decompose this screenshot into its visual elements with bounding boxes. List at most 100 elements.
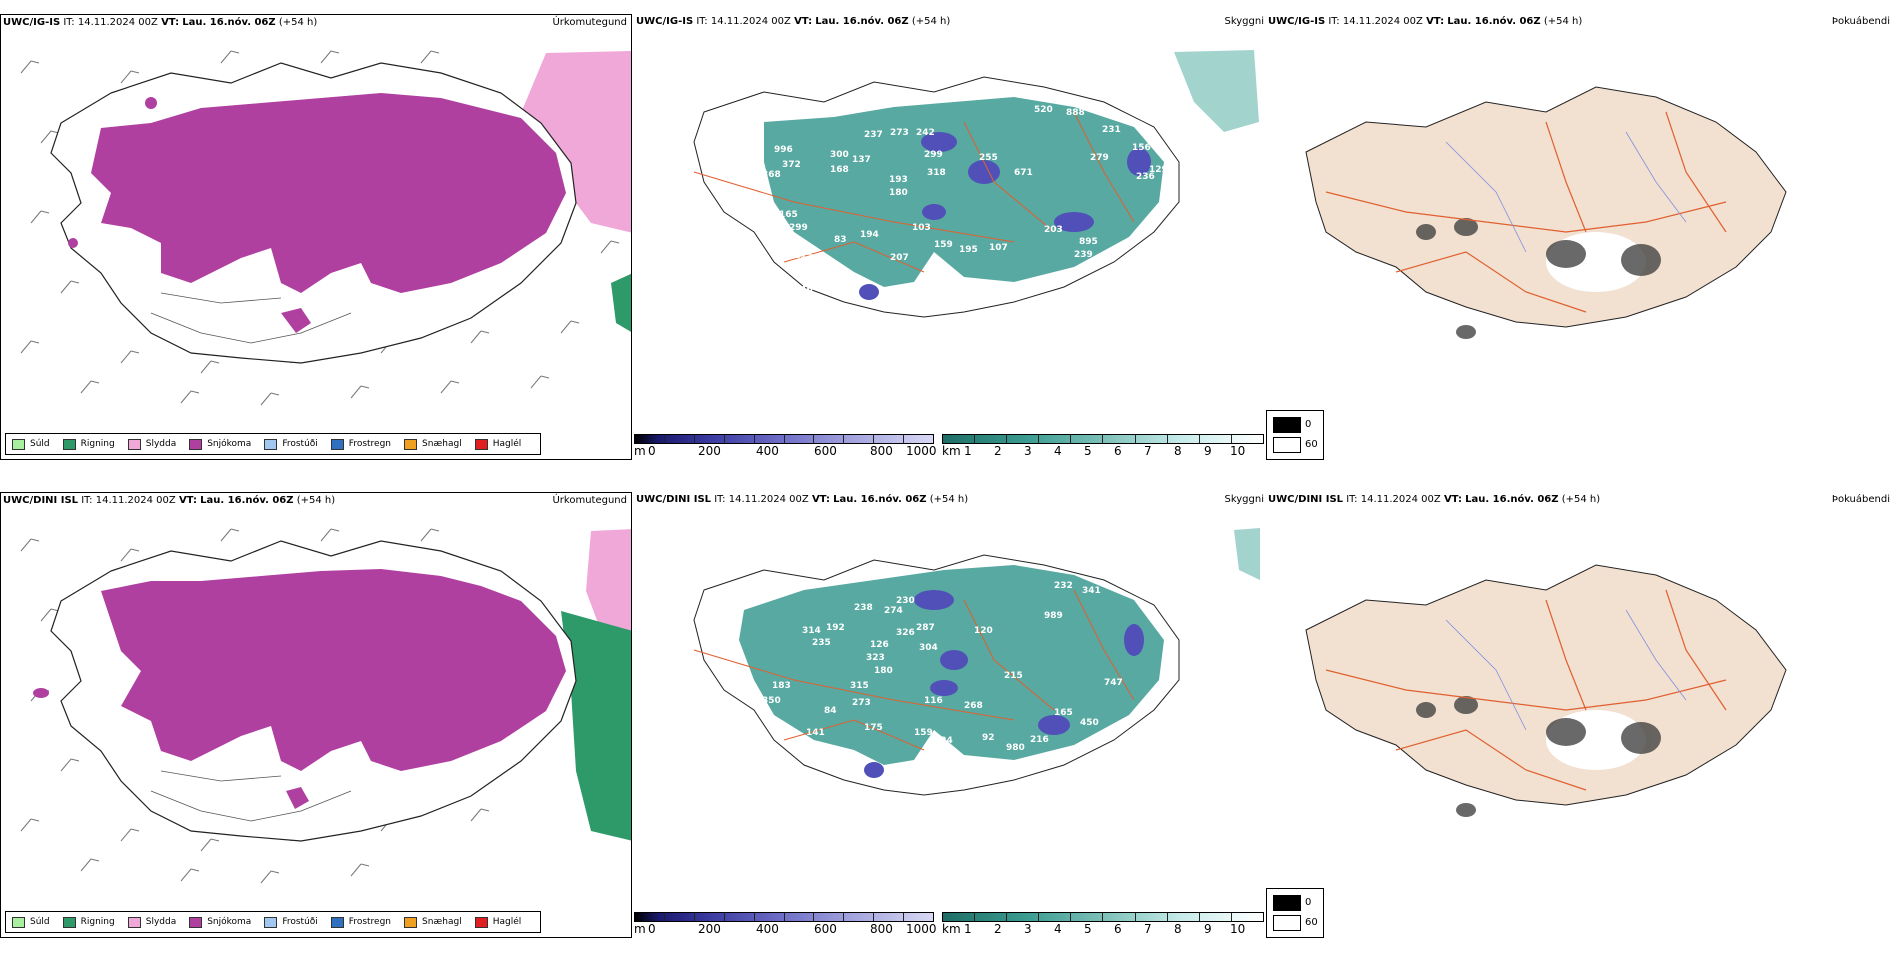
legend-snaehagl: Snæhagl [404,438,462,450]
fog-offshore [1234,528,1260,580]
svg-text:274: 274 [884,606,903,616]
svg-text:116: 116 [924,696,943,706]
height-tick: 400 [756,444,779,458]
visibility-tick: 4 [1054,444,1062,458]
height-tick: 0 [648,444,656,458]
visibility-tick: 7 [1144,444,1152,458]
svg-text:326: 326 [896,628,915,638]
legend-snjokoma: Snjókoma [189,438,251,450]
panel-header: UWC/IG-IS IT: 14.11.2024 00Z VT: Lau. 16… [636,16,951,27]
svg-text:372: 372 [782,160,801,170]
visibility-tick: 6 [1114,444,1122,458]
height-bar [634,434,934,444]
wind-barbs [20,50,620,406]
height-tick: 1000 [906,922,937,936]
svg-text:235: 235 [812,638,831,648]
svg-text:989: 989 [1044,611,1063,621]
legend-frostudi: Frostúði [264,916,318,928]
precip-map [20,50,631,406]
svg-text:224: 224 [934,736,953,746]
panel-header: UWC/IG-IS IT: 14.11.2024 00Z VT: Lau. 16… [3,17,318,28]
fog-legend-low-swatch [1273,437,1301,453]
visibility-tick: 9 [1204,922,1212,936]
svg-text:239: 239 [1074,250,1093,260]
svg-text:237: 237 [864,130,883,140]
svg-text:287: 287 [916,623,935,633]
svg-text:83: 83 [834,235,847,245]
visibility-tick: 3 [1024,922,1032,936]
row-dini-isl: UWC/DINI ISL IT: 14.11.2024 00Z VT: Lau.… [0,478,1900,953]
legend-rigning: Rigning [62,438,115,450]
height-tick: 200 [698,922,721,936]
visibility-colorbar: km 1 2 3 4 5 6 7 8 9 10 [942,912,1264,936]
height-tick: 800 [870,922,893,936]
height-tick: 1000 [906,444,937,458]
fog-index-map [1305,86,1787,339]
legend-suld: Súld [12,916,50,928]
visibility-tick: 4 [1054,922,1062,936]
row-ig-is: UWC/IG-IS IT: 14.11.2024 00Z VT: Lau. 16… [0,0,1900,475]
svg-text:112: 112 [884,342,903,352]
legend-slydda: Slydda [127,916,176,928]
svg-text:341: 341 [1082,586,1101,596]
fog-index-panel: UWC/DINI ISL IT: 14.11.2024 00Z VT: Lau.… [1266,492,1900,938]
visibility-tick: 6 [1114,922,1122,936]
fog-legend-high-label: 0 [1305,419,1312,430]
svg-text:195: 195 [959,245,978,255]
panel-title: Úrkomutegund [552,495,627,506]
svg-text:299: 299 [924,150,943,160]
svg-text:216: 216 [1030,735,1049,745]
visibility-tick: 8 [1174,922,1182,936]
svg-text:255: 255 [979,153,998,163]
snow-area [101,569,566,771]
fog-patches [1416,218,1661,339]
svg-text:888: 888 [1066,108,1085,118]
svg-text:246: 246 [794,285,813,295]
panel-header: UWC/DINI ISL IT: 14.11.2024 00Z VT: Lau.… [636,494,969,505]
fog-legend: 0 60 [1266,410,1324,460]
height-tick: 200 [698,444,721,458]
rivers [1445,609,1687,731]
fog-patches [1416,696,1661,817]
svg-text:242: 242 [916,128,935,138]
precip-legend: Súld Rigning Slydda Snjókoma Frostúði Fr… [5,911,542,933]
panel-header: UWC/DINI ISL IT: 14.11.2024 00Z VT: Lau.… [1268,494,1601,505]
visibility-tick: 1 [964,444,972,458]
height-tick: 800 [870,444,893,458]
visibility-tick: 8 [1174,444,1182,458]
svg-text:323: 323 [866,653,885,663]
legend-snaehagl: Snæhagl [404,916,462,928]
fog-legend-low-swatch [1273,915,1301,931]
sleet-area [521,51,631,233]
svg-text:330: 330 [762,745,781,755]
svg-text:115: 115 [794,251,813,261]
panel-title: Þokuábendi [1831,16,1890,27]
visibility-map: 498 996 372 368 300 237 273 242 137 168 … [693,50,1259,358]
rain-area [561,611,631,841]
sleet-area [586,529,631,650]
panel-title: Þokuábendi [1831,494,1890,505]
svg-text:231: 231 [1102,125,1121,135]
panel-header: UWC/DINI ISL IT: 14.11.2024 00Z VT: Lau.… [3,495,336,506]
iceland-land [1305,564,1787,806]
height-bar [634,912,934,922]
visibility-tick: 2 [994,922,1002,936]
svg-text:107: 107 [989,243,1008,253]
svg-text:232: 232 [1054,581,1073,591]
fog-offshore [1174,50,1259,132]
svg-text:671: 671 [1014,168,1033,178]
svg-text:180: 180 [889,188,908,198]
svg-text:165: 165 [1054,708,1073,718]
terrain-contours [150,292,352,344]
snow-patch-west [33,688,49,698]
snow-patch-nw [145,97,157,109]
legend-slydda: Slydda [127,438,176,450]
svg-text:156: 156 [1132,143,1151,153]
iceland-land [1305,86,1787,328]
svg-text:279: 279 [1090,153,1109,163]
svg-text:103: 103 [912,223,931,233]
height-tick: 400 [756,922,779,936]
svg-text:304: 304 [919,643,938,653]
fog-legend-high-swatch [1273,417,1301,433]
fog-index-panel: UWC/IG-IS IT: 14.11.2024 00Z VT: Lau. 16… [1266,14,1900,460]
